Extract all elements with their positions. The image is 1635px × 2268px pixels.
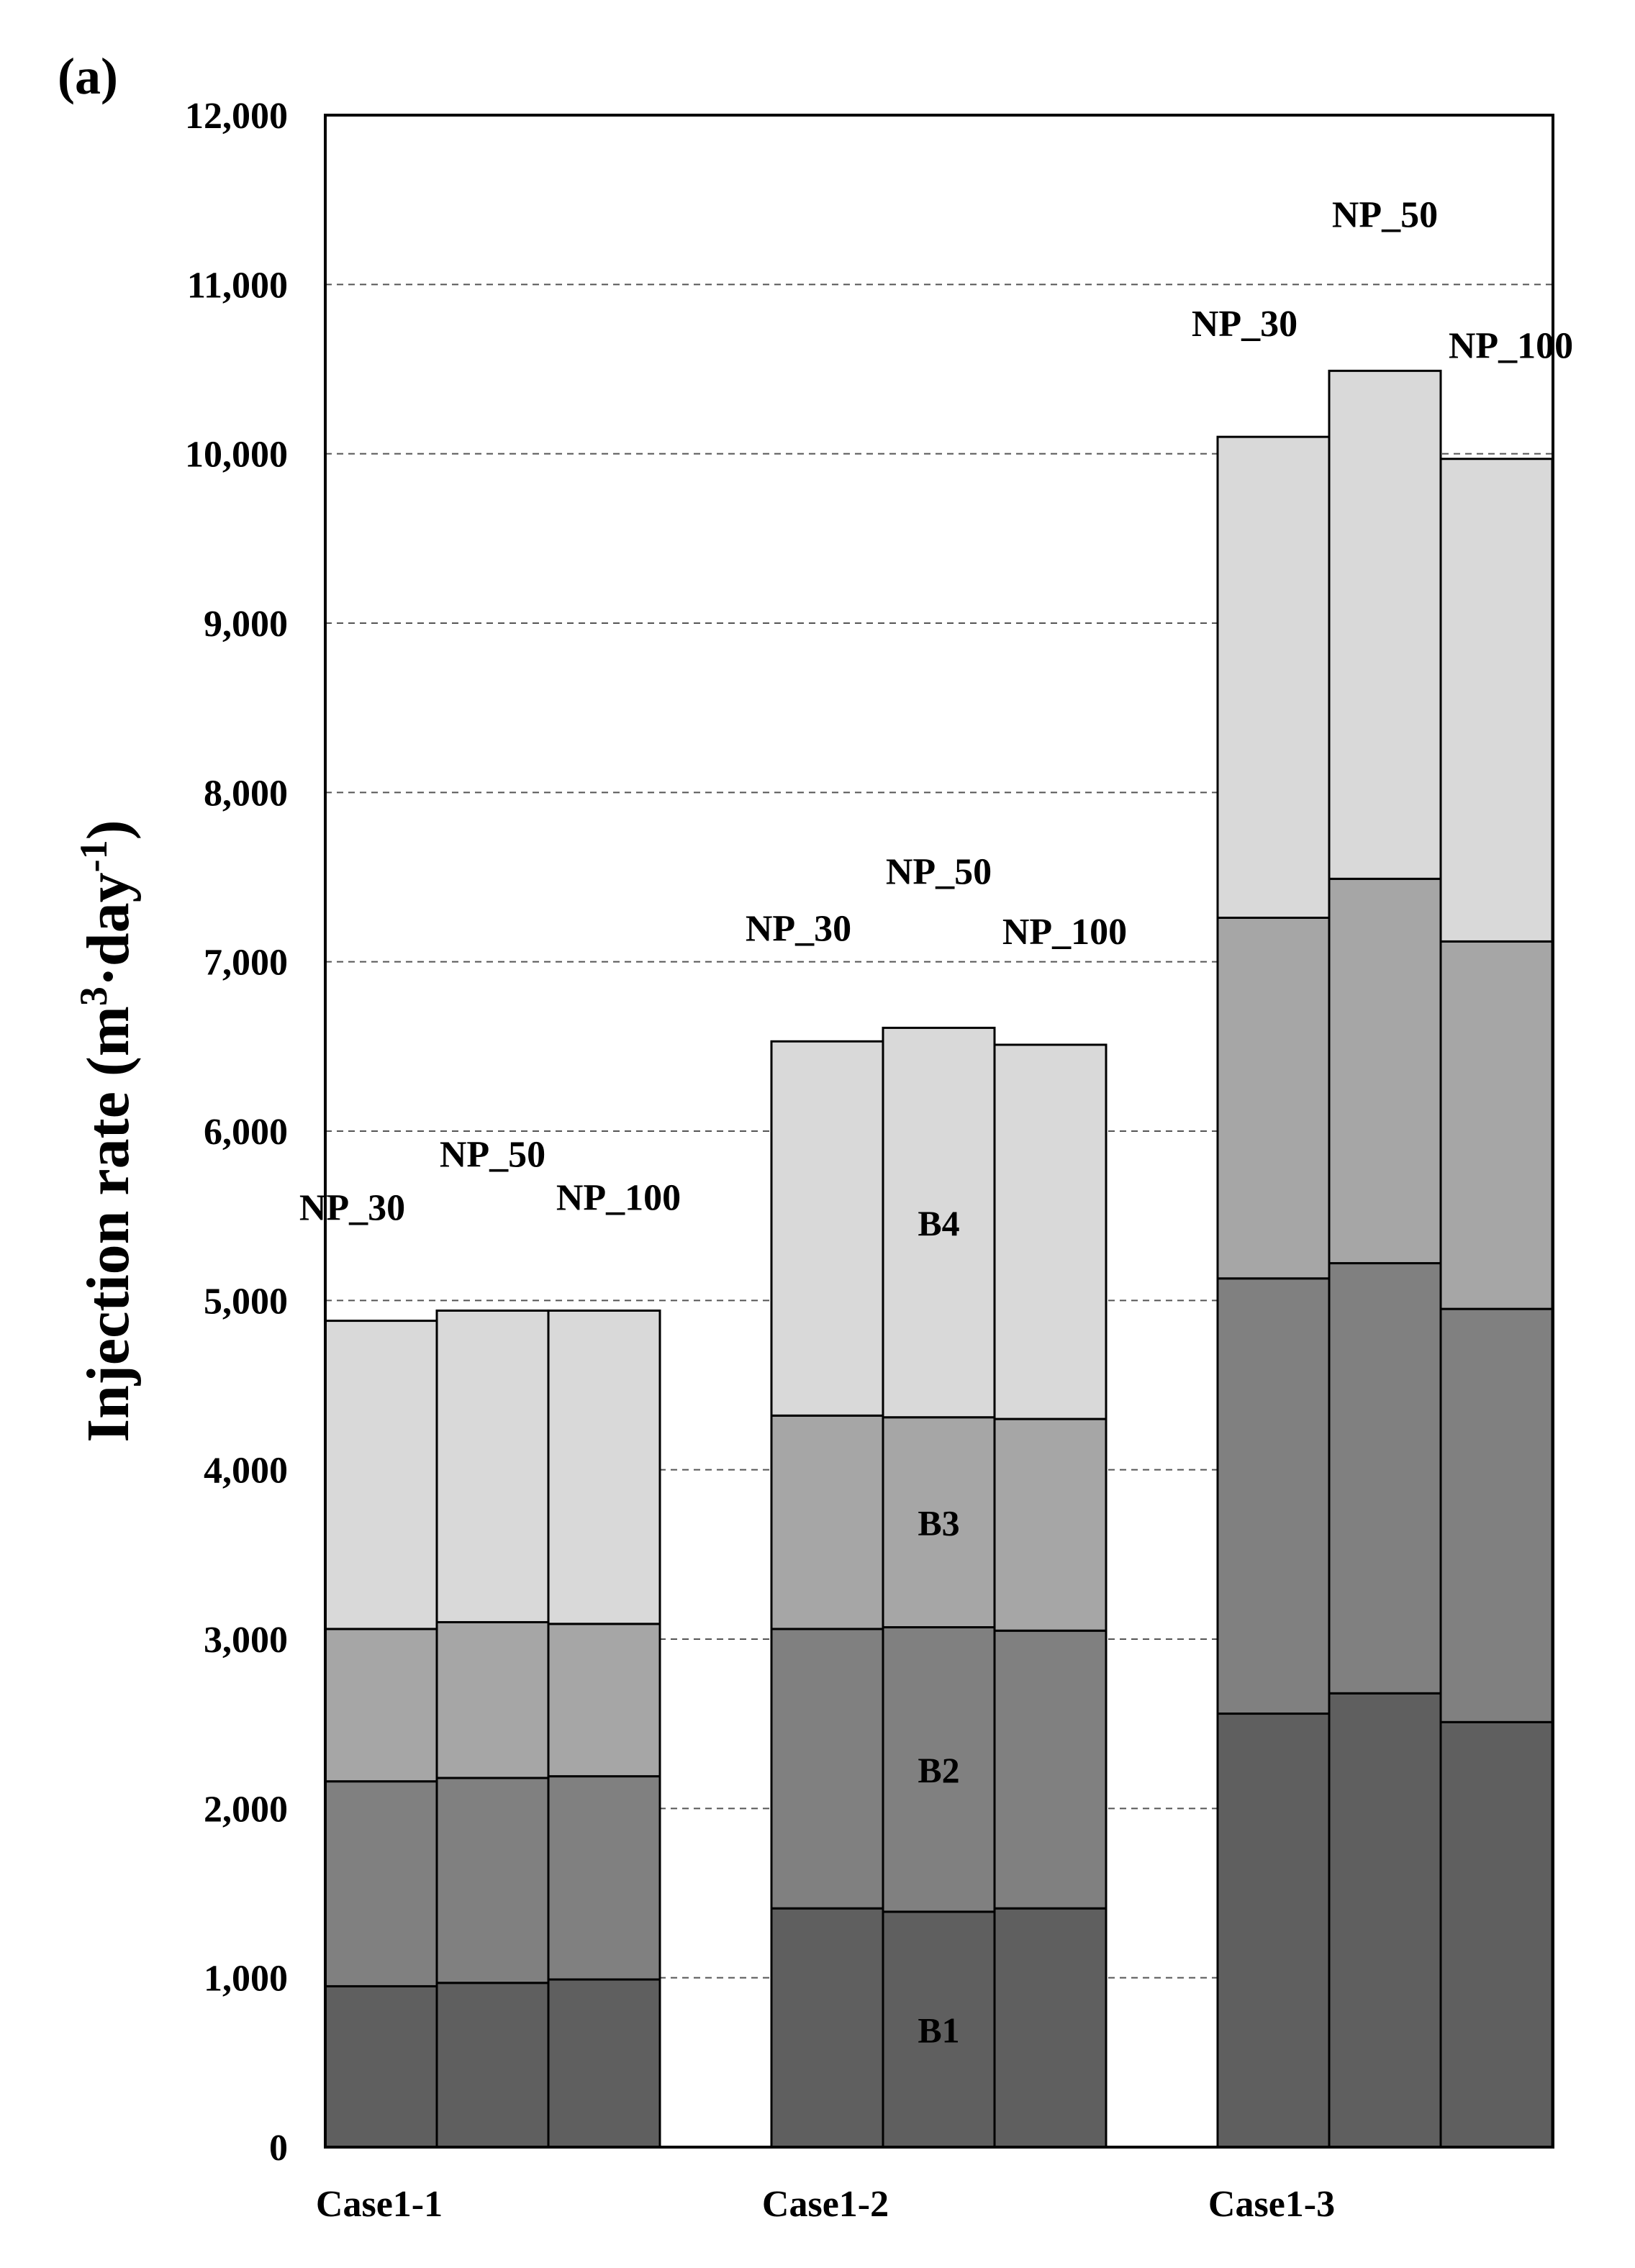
bar-segment-b4 [993,1043,1108,1420]
y-axis-title: Injection rate (m3·day-1) [72,820,142,1442]
bar-label: NP_100 [1002,912,1127,953]
bar-segment-b2 [1216,1277,1331,1715]
segment-label: B2 [918,1750,959,1790]
y-axis: 0 1,000 2,000 3,000 4,000 5,000 6,000 7,000 8,00… [185,96,288,2169]
bar-segment-b1 [1328,1692,1442,2149]
y-tick-label: 12,000 [185,96,288,137]
bar-segment-b3 [435,1620,550,1779]
y-tick-label: 5,000 [204,1281,288,1322]
bar-label: NP_100 [1449,326,1573,367]
y-tick-label: 11,000 [187,265,288,306]
bar-segment-b3 [324,1628,438,1783]
bar-label: NP_50 [886,851,992,892]
bar-segment-b4 [1439,458,1554,943]
bar-segment-b3 [770,1414,884,1630]
bar-label: NP_30 [746,908,851,949]
y-tick-label: 7,000 [204,943,288,984]
y-tick-label: 10,000 [185,435,288,476]
bar-segment-b4 [324,1320,438,1630]
segment-labels: B1 B2 B3 B4 [918,1203,959,2050]
x-category-label: Case1-1 [316,2184,443,2225]
segment-label: B1 [918,2010,959,2050]
y-tick-label: 4,000 [204,1451,288,1492]
bar-segment-b1 [770,1907,884,2149]
y-tick-label: 3,000 [204,1620,288,1661]
bar-segment-b3 [547,1623,661,1778]
bar-segment-b1 [1439,1720,1554,2149]
bars [324,369,1554,2149]
bar-segment-b4 [1216,435,1331,919]
y-tick-label: 1,000 [204,1959,288,2000]
bar-segment-b4 [547,1309,661,1625]
bar-label: NP_100 [556,1177,681,1218]
bar-segment-b1 [882,1910,996,2149]
bar-segment-b3 [1439,940,1554,1310]
y-axis-title-sup2: -1 [72,840,115,872]
bar-segment-b1 [324,1984,438,2149]
bar-segment-b4 [435,1309,550,1623]
bar-label: NP_50 [440,1134,545,1175]
bar-segment-b4 [1328,369,1442,880]
y-axis-title-main: Injection rate (m [75,1006,142,1442]
bar-segment-b2 [547,1775,661,1981]
y-axis-title-end: ) [75,820,142,840]
y-tick-label: 0 [269,2128,288,2169]
y-tick-label: 9,000 [204,604,288,645]
bar-segment-b2 [882,1626,996,1913]
y-axis-title-mid: ·day [75,872,142,986]
bar-label: NP_30 [1192,304,1297,345]
x-category-label: Case1-2 [762,2184,889,2225]
bar-segment-b3 [1328,877,1442,1265]
panel-label: (a) [58,47,118,105]
bar-labels: NP_30NP_50NP_100NP_30NP_50NP_100NP_30NP_… [299,194,1573,1228]
bar-segment-b4 [770,1040,884,1417]
bar-segment-b1 [1216,1713,1331,2149]
y-tick-label: 6,000 [204,1112,288,1153]
bar-segment-b2 [1328,1262,1442,1695]
bar-segment-b2 [770,1628,884,1910]
plot-area-frame [324,114,1554,2149]
bar-segment-b3 [993,1418,1108,1632]
bar-segment-b3 [1216,916,1331,1280]
bar-label: NP_30 [299,1188,405,1229]
bar-label: NP_50 [1332,194,1438,235]
segment-label: B3 [918,1503,959,1543]
y-axis-title-sup1: 3 [72,986,115,1006]
segment-label: B4 [918,1203,959,1243]
bar-segment-b2 [1439,1307,1554,1723]
x-category-label: Case1-3 [1208,2184,1335,2225]
bar-segment-b1 [547,1978,661,2149]
bar-segment-b3 [882,1416,996,1629]
bar-segment-b2 [435,1777,550,1984]
y-tick-label: 8,000 [204,773,288,814]
bar-segment-b2 [993,1629,1108,1910]
x-axis: Case1-1 Case1-2 Case1-3 [316,2184,1335,2225]
bar-segment-b1 [993,1907,1108,2149]
y-tick-label: 2,000 [204,1789,288,1830]
bar-segment-b2 [324,1780,438,1987]
bar-segment-b1 [435,1982,550,2149]
